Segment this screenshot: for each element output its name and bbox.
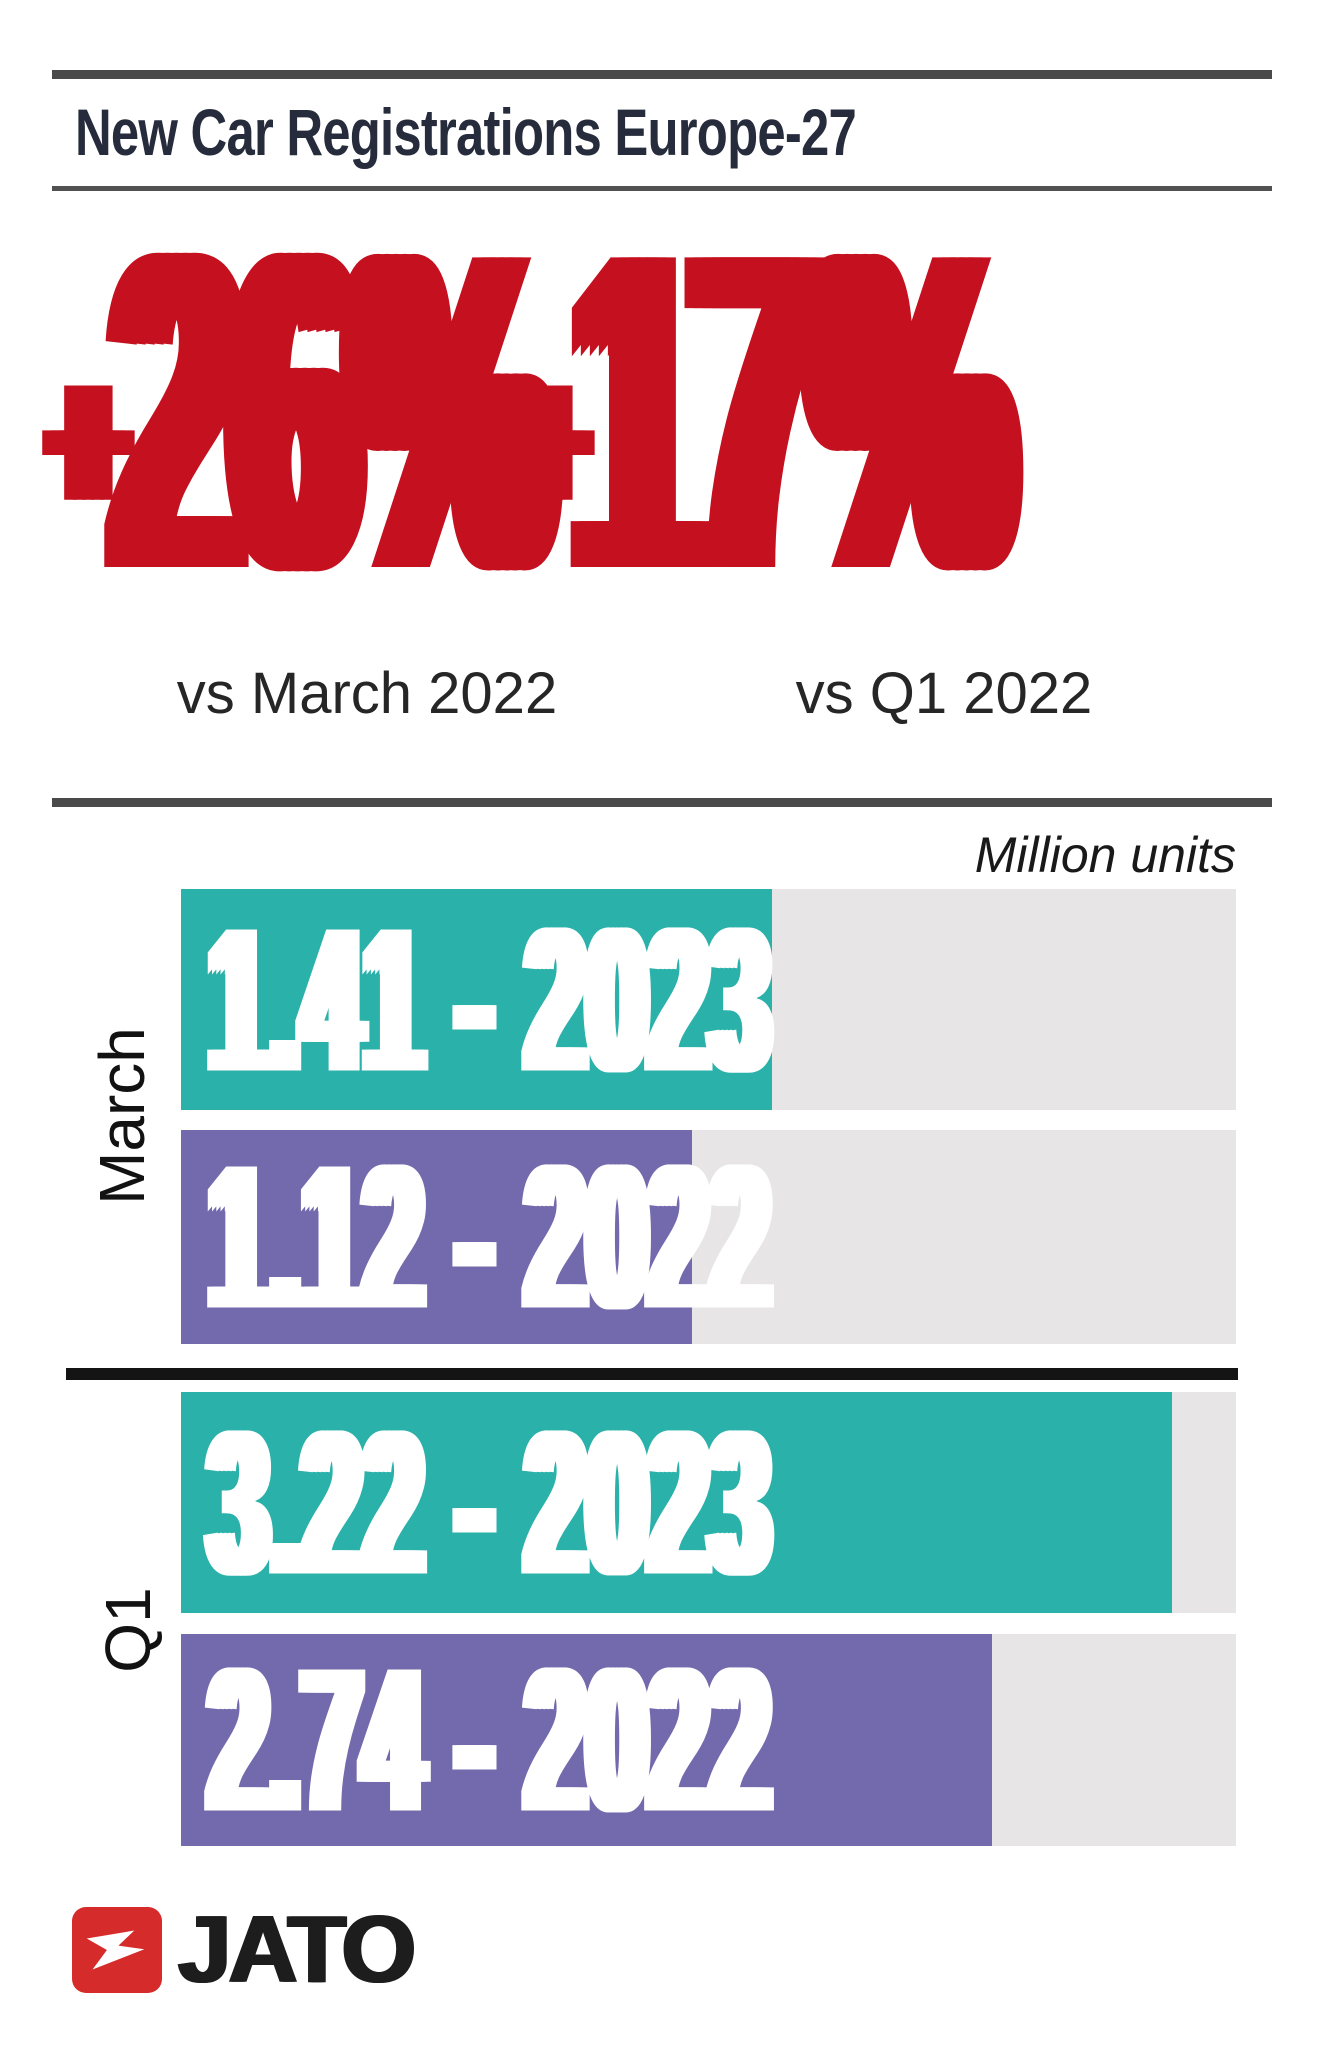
bar-track: 3.22 - 2023 [181,1392,1236,1613]
group-separator [66,1368,1238,1380]
bar-value-label: 1.12 - 2022 [209,1122,772,1352]
divider-top [52,70,1272,79]
highlight-number-q1: +17% [515,187,1011,637]
group-label-march: March [86,1027,158,1205]
highlight-label-q1: vs Q1 2022 [795,661,1093,726]
bar-value-label: 1.41 - 2023 [209,885,772,1114]
highlight-number-march: +26% [55,187,551,637]
highlight-digits: 17 [574,161,818,663]
jato-logo-text: JATO [178,1896,416,2003]
plus-sign: + [515,313,581,566]
bar-track: 2.74 - 2022 [181,1634,1236,1846]
page-title: New Car Registrations Europe-27 [75,95,857,169]
percent-sign: % [351,161,551,663]
bar-q1-2023: 3.22 - 2023 [181,1392,1172,1613]
bar-q1-2022: 2.74 - 2022 [181,1625,993,1855]
highlight-digits: 26 [114,161,358,663]
bar-value-label: 3.22 - 2023 [209,1388,772,1617]
highlight-value-q1: +17% [515,187,1011,637]
highlight-value-march: +26% [40,187,560,637]
units-label: Million units [974,827,1236,883]
jato-arrow-icon [86,1930,145,1970]
bar-track: 1.41 - 2023 [181,889,1236,1110]
jato-logo: JATO [72,1896,416,2003]
group-label-q1: Q1 [92,1587,164,1673]
bar-track: 1.12 - 2022 [181,1130,1236,1344]
title-underline [52,186,1272,191]
percent-sign: % [811,161,1011,663]
bar-march-2023: 1.41 - 2023 [181,889,772,1110]
section-divider [52,798,1272,807]
bar-value-label: 2.74 - 2022 [209,1625,772,1855]
jato-logo-mark [72,1907,162,1993]
highlight-label-march: vs March 2022 [176,661,558,726]
bar-march-2022: 1.12 - 2022 [181,1130,770,1344]
plus-sign: + [55,313,121,566]
